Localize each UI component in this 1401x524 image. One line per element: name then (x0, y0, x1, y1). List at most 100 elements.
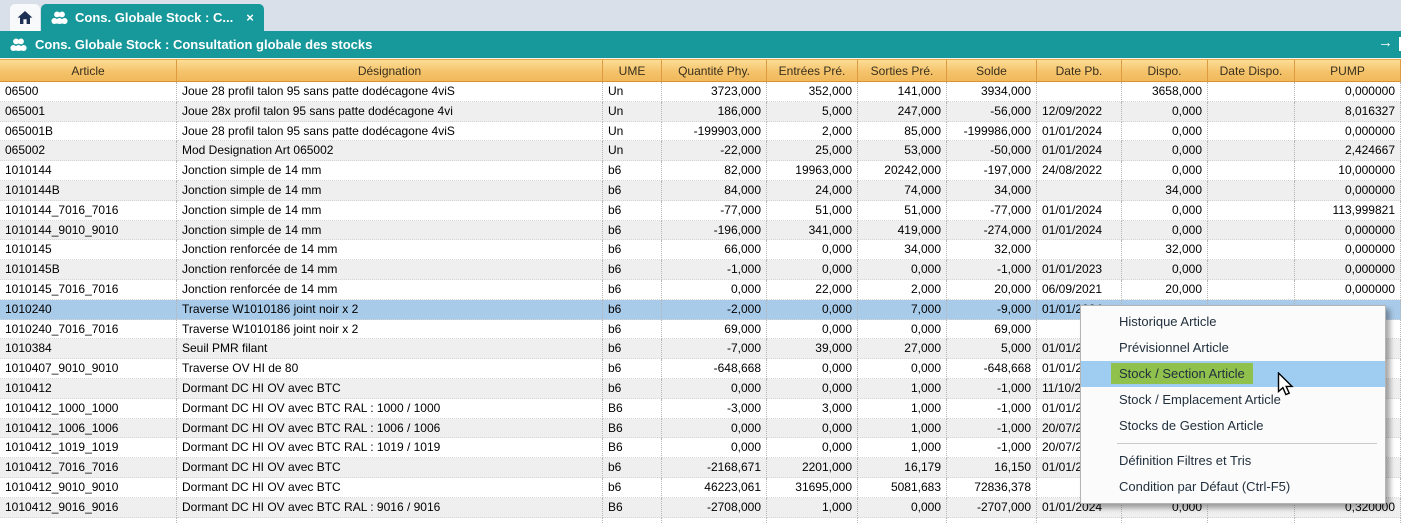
cell-designation: Dormant DC HI OV avec BTC RAL : 1000 / 1… (177, 398, 603, 419)
table-row[interactable]: 1010412 Dormant DC HI OV avec BTC b6 0,000 0… (0, 378, 1401, 399)
cell-article: 1010144B (0, 180, 177, 201)
menu-item[interactable]: Stock / Emplacement Article (1081, 387, 1385, 413)
table-row[interactable]: 1010144 Jonction simple de 14 mm b6 82,000 1… (0, 161, 1401, 181)
table-row[interactable]: 1010384 Seuil PMR filant b6 -7,000 39,000 27,… (0, 339, 1401, 360)
table-row[interactable]: 1010145B Jonction renforcée de 14 mm b6 -1,… (0, 260, 1401, 280)
table-row[interactable]: 065001B Joue 28 profil talon 95 sans patt… (0, 121, 1401, 142)
cell-sorties_pre: 1,000 (858, 438, 947, 459)
cell-solde: 69,000 (947, 319, 1037, 340)
column-header-pump[interactable]: PUMP (1295, 59, 1401, 82)
cell-designation: Dormant DC HI OV avec BTC (177, 458, 603, 478)
cell-ume: b6 (603, 260, 662, 280)
column-header-ume[interactable]: UME (603, 59, 662, 82)
cell-dispo: 0,000 (1122, 101, 1208, 122)
cell-dispo: 20,000 (1122, 279, 1208, 300)
table-row[interactable]: 065001 Joue 28x profil talon 95 sans patt… (0, 101, 1401, 122)
cell-qty_phy: 3723,000 (662, 82, 767, 102)
menu-item[interactable]: Prévisionnel Article (1081, 335, 1385, 361)
column-header-solde[interactable]: Solde (947, 59, 1037, 82)
tab-cons-globale-stock[interactable]: Cons. Globale Stock : C... × (41, 4, 264, 31)
column-header-date_pb[interactable]: Date Pb. (1037, 59, 1122, 82)
cell-date_dispo (1208, 517, 1295, 524)
cell-article: 1010144_7016_7016 (0, 200, 177, 221)
table-row[interactable]: 1010412_1019_1019 Dormant DC HI OV avec B… (0, 438, 1401, 459)
tab-label: Cons. Globale Stock : C... (75, 10, 234, 25)
table-row[interactable]: 065002 Mod Designation Art 065002 Un -22,00… (0, 141, 1401, 162)
column-header-article[interactable]: Article (0, 59, 177, 82)
table-row[interactable]: 1010144_9010_9010 Jonction simple de 14 m… (0, 220, 1401, 241)
cell-solde: -77,000 (947, 200, 1037, 221)
cell-entrees_pre: 0,000 (767, 299, 858, 320)
arrow-right-icon[interactable]: → (1378, 34, 1393, 51)
cell-article: 1010412_1006_1006 (0, 418, 177, 439)
cell-designation: Joue 28x profil talon 95 sans patte dodé… (177, 101, 603, 122)
table-row[interactable]: 1010412_1000_1000 Dormant DC HI OV avec B… (0, 398, 1401, 419)
table-row[interactable]: 1010412_1006_1006 Dormant DC HI OV avec B… (0, 418, 1401, 439)
cell-article: 1010145_7016_7016 (0, 279, 177, 300)
cell-qty_phy: -196,000 (662, 220, 767, 241)
cell-sorties_pre: 7,000 (858, 299, 947, 320)
column-header-dispo[interactable]: Dispo. (1122, 59, 1208, 82)
cell-entrees_pre: 5,000 (767, 101, 858, 122)
cell-designation: Dormant DC HI OV avec BTC (177, 477, 603, 498)
cell-qty_phy: -22,000 (662, 141, 767, 162)
cell-entrees_pre: 0,000 (767, 418, 858, 439)
cell-date_pb: 06/09/2021 (1037, 279, 1122, 300)
cell-entrees_pre: 19963,000 (767, 161, 858, 181)
column-header-sorties_pre[interactable]: Sorties Pré. (858, 59, 947, 82)
page-title: Cons. Globale Stock : Consultation globa… (35, 37, 373, 52)
table-row[interactable]: 1010240_7016_7016 Traverse W1010186 joint… (0, 319, 1401, 340)
table-row[interactable]: 1010412_7016_7016 Dormant DC HI OV avec B… (0, 458, 1401, 478)
cell-solde: 34,000 (947, 180, 1037, 201)
cell-sorties_pre: 16,179 (858, 458, 947, 478)
close-icon[interactable]: × (246, 10, 254, 25)
column-header-qty_phy[interactable]: Quantité Phy. (662, 59, 767, 82)
cell-pump: 8,016327 (1295, 101, 1401, 122)
table-row[interactable]: 1010412_9016_9016 Dormant DC HI OV avec B… (0, 497, 1401, 518)
cell-article: 1010407_9010_9010 (0, 359, 177, 379)
column-header-designation[interactable]: Désignation (177, 59, 603, 82)
cell-sorties_pre: 1,000 (858, 378, 947, 399)
menu-item[interactable]: Condition par Défaut (Ctrl-F5) (1081, 474, 1385, 500)
table-row[interactable]: 1010145_7016_7016 Jonction renforcée de 1… (0, 279, 1401, 300)
menu-item[interactable]: Définition Filtres et Tris (1081, 448, 1385, 474)
cell-sorties_pre: 53,000 (858, 141, 947, 162)
cell-qty_phy: 0,000 (662, 378, 767, 399)
cell-article: 065001 (0, 101, 177, 122)
home-tab[interactable] (10, 4, 40, 31)
cell-qty_phy: 66,000 (662, 240, 767, 261)
cell-solde: -648,668 (947, 359, 1037, 379)
cell-entrees_pre: 25,000 (767, 141, 858, 162)
cell-pump: 2,424667 (1295, 141, 1401, 162)
cell-solde: -1,000 (947, 378, 1037, 399)
column-header-date_dispo[interactable]: Date Dispo. (1208, 59, 1295, 82)
column-header-entrees_pre[interactable]: Entrées Pré. (767, 59, 858, 82)
window-edge-element (1399, 37, 1401, 51)
cell-designation: Jonction simple de 14 mm (177, 220, 603, 241)
table-row[interactable]: 1010412_9010_9010 Dormant DC HI OV avec B… (0, 477, 1401, 498)
cell-designation: Jonction simple de 14 mm (177, 180, 603, 201)
cell-ume: B6 (603, 438, 662, 459)
table-row[interactable]: 06500 Joue 28 profil talon 95 sans patte … (0, 82, 1401, 102)
menu-item[interactable]: Historique Article (1081, 309, 1385, 335)
cell-pump: 0,000000 (1295, 82, 1401, 102)
cell-designation: Dormant DC HI OV avec BTC RAL : 1006 / 1… (177, 418, 603, 439)
table-row[interactable]: 1010144B Jonction simple de 14 mm b6 84,000… (0, 180, 1401, 201)
cell-pump: 0,000000 (1295, 279, 1401, 300)
table-row[interactable]: 1010145 Jonction renforcée de 14 mm b6 66,0… (0, 240, 1401, 261)
cell-qty_phy (662, 517, 767, 524)
table-row[interactable]: 1010144_7016_7016 Jonction simple de 14 m… (0, 200, 1401, 221)
cell-solde: -9,000 (947, 299, 1037, 320)
cell-qty_phy: -199903,000 (662, 121, 767, 142)
cell-designation: Mod Designation Art 065002 (177, 141, 603, 162)
menu-item-label: Définition Filtres et Tris (1119, 453, 1252, 468)
cell-pump: 113,999821 (1295, 200, 1401, 221)
menu-item[interactable]: Stock / Section Article (1081, 361, 1385, 387)
table-row-partial (0, 517, 1401, 524)
cell-qty_phy: -2708,000 (662, 497, 767, 518)
cell-article: 1010412 (0, 378, 177, 399)
cell-article: 1010412_1000_1000 (0, 398, 177, 419)
menu-item[interactable]: Stocks de Gestion Article (1081, 413, 1385, 439)
